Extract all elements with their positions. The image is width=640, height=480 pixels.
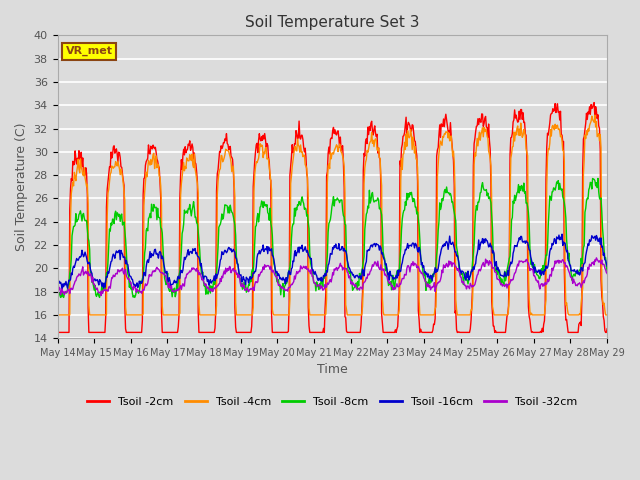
Line: Tsoil -4cm: Tsoil -4cm [58, 115, 607, 315]
Line: Tsoil -16cm: Tsoil -16cm [58, 234, 607, 290]
Tsoil -32cm [121, 267, 129, 273]
Text: VR_met: VR_met [66, 46, 113, 56]
Tsoil -8cm [594, 176, 602, 181]
Tsoil -8cm [205, 288, 212, 294]
Tsoil -32cm [593, 255, 600, 261]
Tsoil -16cm [58, 287, 66, 293]
Tsoil -8cm [604, 268, 611, 274]
X-axis label: Time: Time [317, 363, 348, 376]
Tsoil -32cm [54, 278, 61, 284]
Line: Tsoil -32cm: Tsoil -32cm [58, 258, 607, 296]
Tsoil -2cm [120, 182, 128, 188]
Tsoil -16cm [65, 280, 72, 286]
Tsoil -16cm [558, 231, 566, 237]
Tsoil -2cm [63, 329, 71, 335]
Legend: Tsoil -2cm, Tsoil -4cm, Tsoil -8cm, Tsoil -16cm, Tsoil -32cm: Tsoil -2cm, Tsoil -4cm, Tsoil -8cm, Tsoi… [83, 392, 582, 411]
Tsoil -4cm [415, 296, 423, 302]
Tsoil -8cm [176, 268, 184, 274]
Tsoil -2cm [205, 329, 212, 335]
Tsoil -32cm [63, 288, 71, 293]
Tsoil -32cm [177, 283, 184, 288]
Tsoil -8cm [415, 223, 423, 228]
Tsoil -8cm [399, 211, 407, 216]
Line: Tsoil -2cm: Tsoil -2cm [58, 103, 607, 332]
Tsoil -4cm [120, 189, 128, 194]
Tsoil -16cm [604, 264, 611, 269]
Tsoil -32cm [206, 288, 214, 294]
Tsoil -4cm [176, 311, 184, 316]
Tsoil -4cm [63, 312, 71, 318]
Tsoil -4cm [205, 312, 212, 318]
Tsoil -32cm [416, 269, 424, 275]
Tsoil -16cm [54, 275, 61, 280]
Tsoil -2cm [415, 316, 423, 322]
Tsoil -2cm [54, 329, 61, 335]
Tsoil -2cm [399, 133, 407, 139]
Tsoil -16cm [206, 278, 214, 284]
Tsoil -32cm [604, 271, 611, 276]
Tsoil -4cm [54, 312, 61, 318]
Tsoil -32cm [97, 293, 105, 299]
Title: Soil Temperature Set 3: Soil Temperature Set 3 [245, 15, 420, 30]
Tsoil -8cm [63, 287, 71, 293]
Tsoil -8cm [120, 219, 128, 225]
Tsoil -16cm [416, 247, 424, 253]
Tsoil -4cm [591, 112, 599, 118]
Tsoil -16cm [177, 267, 184, 273]
Tsoil -16cm [121, 254, 129, 260]
Tsoil -2cm [604, 326, 611, 332]
Y-axis label: Soil Temperature (C): Soil Temperature (C) [15, 122, 28, 251]
Tsoil -2cm [176, 196, 184, 202]
Tsoil -32cm [400, 276, 408, 282]
Tsoil -8cm [54, 295, 61, 300]
Tsoil -16cm [400, 252, 408, 258]
Tsoil -2cm [590, 100, 598, 106]
Tsoil -4cm [399, 152, 407, 157]
Tsoil -4cm [604, 312, 611, 318]
Line: Tsoil -8cm: Tsoil -8cm [58, 179, 607, 298]
